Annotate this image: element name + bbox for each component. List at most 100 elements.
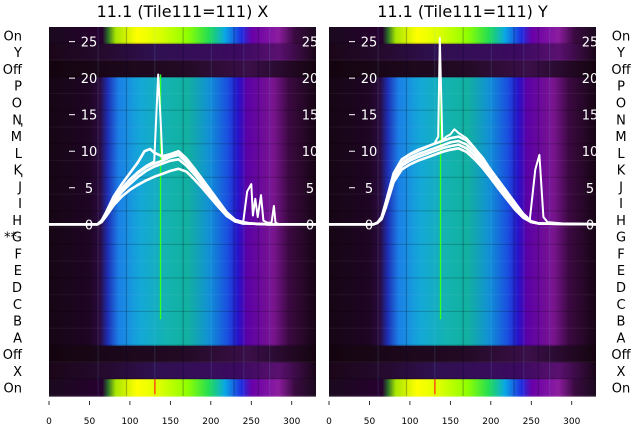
x-tick-label: 200 xyxy=(202,417,219,427)
band-separator xyxy=(329,92,596,95)
heatmap-streak xyxy=(549,27,551,396)
heatmap-streak xyxy=(154,27,156,396)
heatmap-band-a xyxy=(49,328,316,347)
row-label-on: On xyxy=(4,382,22,397)
row-label-off: Off xyxy=(3,63,23,78)
heatmap-band-e xyxy=(329,261,596,280)
band-separator xyxy=(329,294,596,296)
x-tick-label: 150 xyxy=(162,417,179,427)
band-separator xyxy=(329,109,596,111)
row-label-h: H xyxy=(616,214,626,229)
heatmap-streak xyxy=(269,27,271,396)
heatmap-band-n xyxy=(49,110,316,129)
heatmap-band-d xyxy=(329,278,596,296)
heatmap-band-off xyxy=(329,345,596,364)
y-tick-label-right: 15 xyxy=(582,109,599,124)
row-label-g: G xyxy=(12,231,22,246)
heatmap-streak xyxy=(210,27,213,396)
y-tick-label-right: 0 xyxy=(586,218,594,233)
row-marker: ' xyxy=(20,172,24,187)
band-separator xyxy=(49,210,316,212)
band-separator xyxy=(49,378,316,380)
y-tick-label-right: 5 xyxy=(306,182,314,197)
row-marker: ** xyxy=(4,231,18,246)
y-tick-label: 0 xyxy=(365,218,373,233)
spectral-line-mark xyxy=(434,379,436,395)
y-tick-label-right: 5 xyxy=(586,182,594,197)
row-label-o: O xyxy=(12,96,22,111)
band-separator xyxy=(329,126,596,128)
heatmap-band-x xyxy=(329,362,596,380)
band-separator xyxy=(49,277,316,279)
x-tick-label: 250 xyxy=(243,417,260,427)
band-separator xyxy=(329,310,596,313)
band-separator xyxy=(49,243,316,246)
band-separator xyxy=(329,344,596,346)
y-tick-label-right: 25 xyxy=(582,36,599,51)
row-label-on: On xyxy=(4,29,22,44)
row-marker: ' xyxy=(20,122,24,137)
heatmap-band-f xyxy=(329,245,596,263)
row-label-l: L xyxy=(617,147,625,162)
band-separator xyxy=(49,260,316,262)
band-separator xyxy=(49,159,316,162)
heatmap-band-a xyxy=(329,328,596,347)
overlay-line-3 xyxy=(329,135,597,226)
heatmap-band-on xyxy=(329,27,596,45)
y-tick-label-right: 10 xyxy=(582,145,599,160)
heatmap-band-g xyxy=(329,228,596,246)
heatmap-band-n xyxy=(329,110,596,129)
heatmap-streak xyxy=(405,27,408,396)
band-separator xyxy=(49,294,316,296)
row-label-b: B xyxy=(617,315,626,330)
band-separator xyxy=(49,126,316,128)
chart-title: 11.1 (Tile111=111) X xyxy=(97,2,269,21)
heatmap-streak xyxy=(97,27,99,396)
x-tick-label: 250 xyxy=(523,417,540,427)
y-tick-label-right: 20 xyxy=(302,72,319,87)
band-separator xyxy=(49,176,316,178)
row-label-d: D xyxy=(616,281,626,296)
row-label-e: E xyxy=(14,264,22,279)
x-tick-label: 150 xyxy=(442,417,459,427)
band-separator xyxy=(329,394,596,396)
heatmap-streak xyxy=(182,27,184,396)
heatmap-band-o xyxy=(49,94,316,112)
row-label-e: E xyxy=(617,264,625,279)
heatmap-band-p xyxy=(49,77,316,95)
band-separator xyxy=(49,143,316,145)
x-tick-label: 50 xyxy=(84,417,96,427)
heatmap-band-c xyxy=(49,295,316,313)
band-separator xyxy=(49,193,316,195)
heatmap-band-l xyxy=(329,144,596,162)
band-separator xyxy=(329,378,596,380)
heatmap-band-d xyxy=(49,278,316,296)
row-label-off: Off xyxy=(3,348,23,363)
row-label-i: I xyxy=(619,197,623,212)
x-tick-label: 200 xyxy=(482,417,499,427)
band-separator xyxy=(329,361,596,363)
band-separator xyxy=(329,176,596,178)
band-separator xyxy=(329,243,596,246)
heatmap-streak xyxy=(523,27,525,396)
heatmap-band-c xyxy=(329,295,596,313)
band-separator xyxy=(329,193,596,195)
heatmap-band-on xyxy=(49,27,316,45)
band-separator xyxy=(49,109,316,111)
row-label-a: A xyxy=(617,331,626,346)
row-label-n: N xyxy=(616,113,626,128)
x-tick-label: 0 xyxy=(326,417,332,427)
heatmap-streak xyxy=(233,27,235,396)
band-separator xyxy=(329,277,596,279)
row-label-off: Off xyxy=(611,63,631,78)
heatmap-band-e xyxy=(49,261,316,280)
row-label-on: On xyxy=(612,29,630,44)
row-label-p: P xyxy=(617,80,625,95)
y-tick-label: 20 xyxy=(81,72,98,87)
heatmap-band-g xyxy=(49,228,316,246)
heatmap-band-y xyxy=(49,43,316,62)
heatmap-band-off xyxy=(49,345,316,364)
spectral-line-mark xyxy=(159,74,162,320)
